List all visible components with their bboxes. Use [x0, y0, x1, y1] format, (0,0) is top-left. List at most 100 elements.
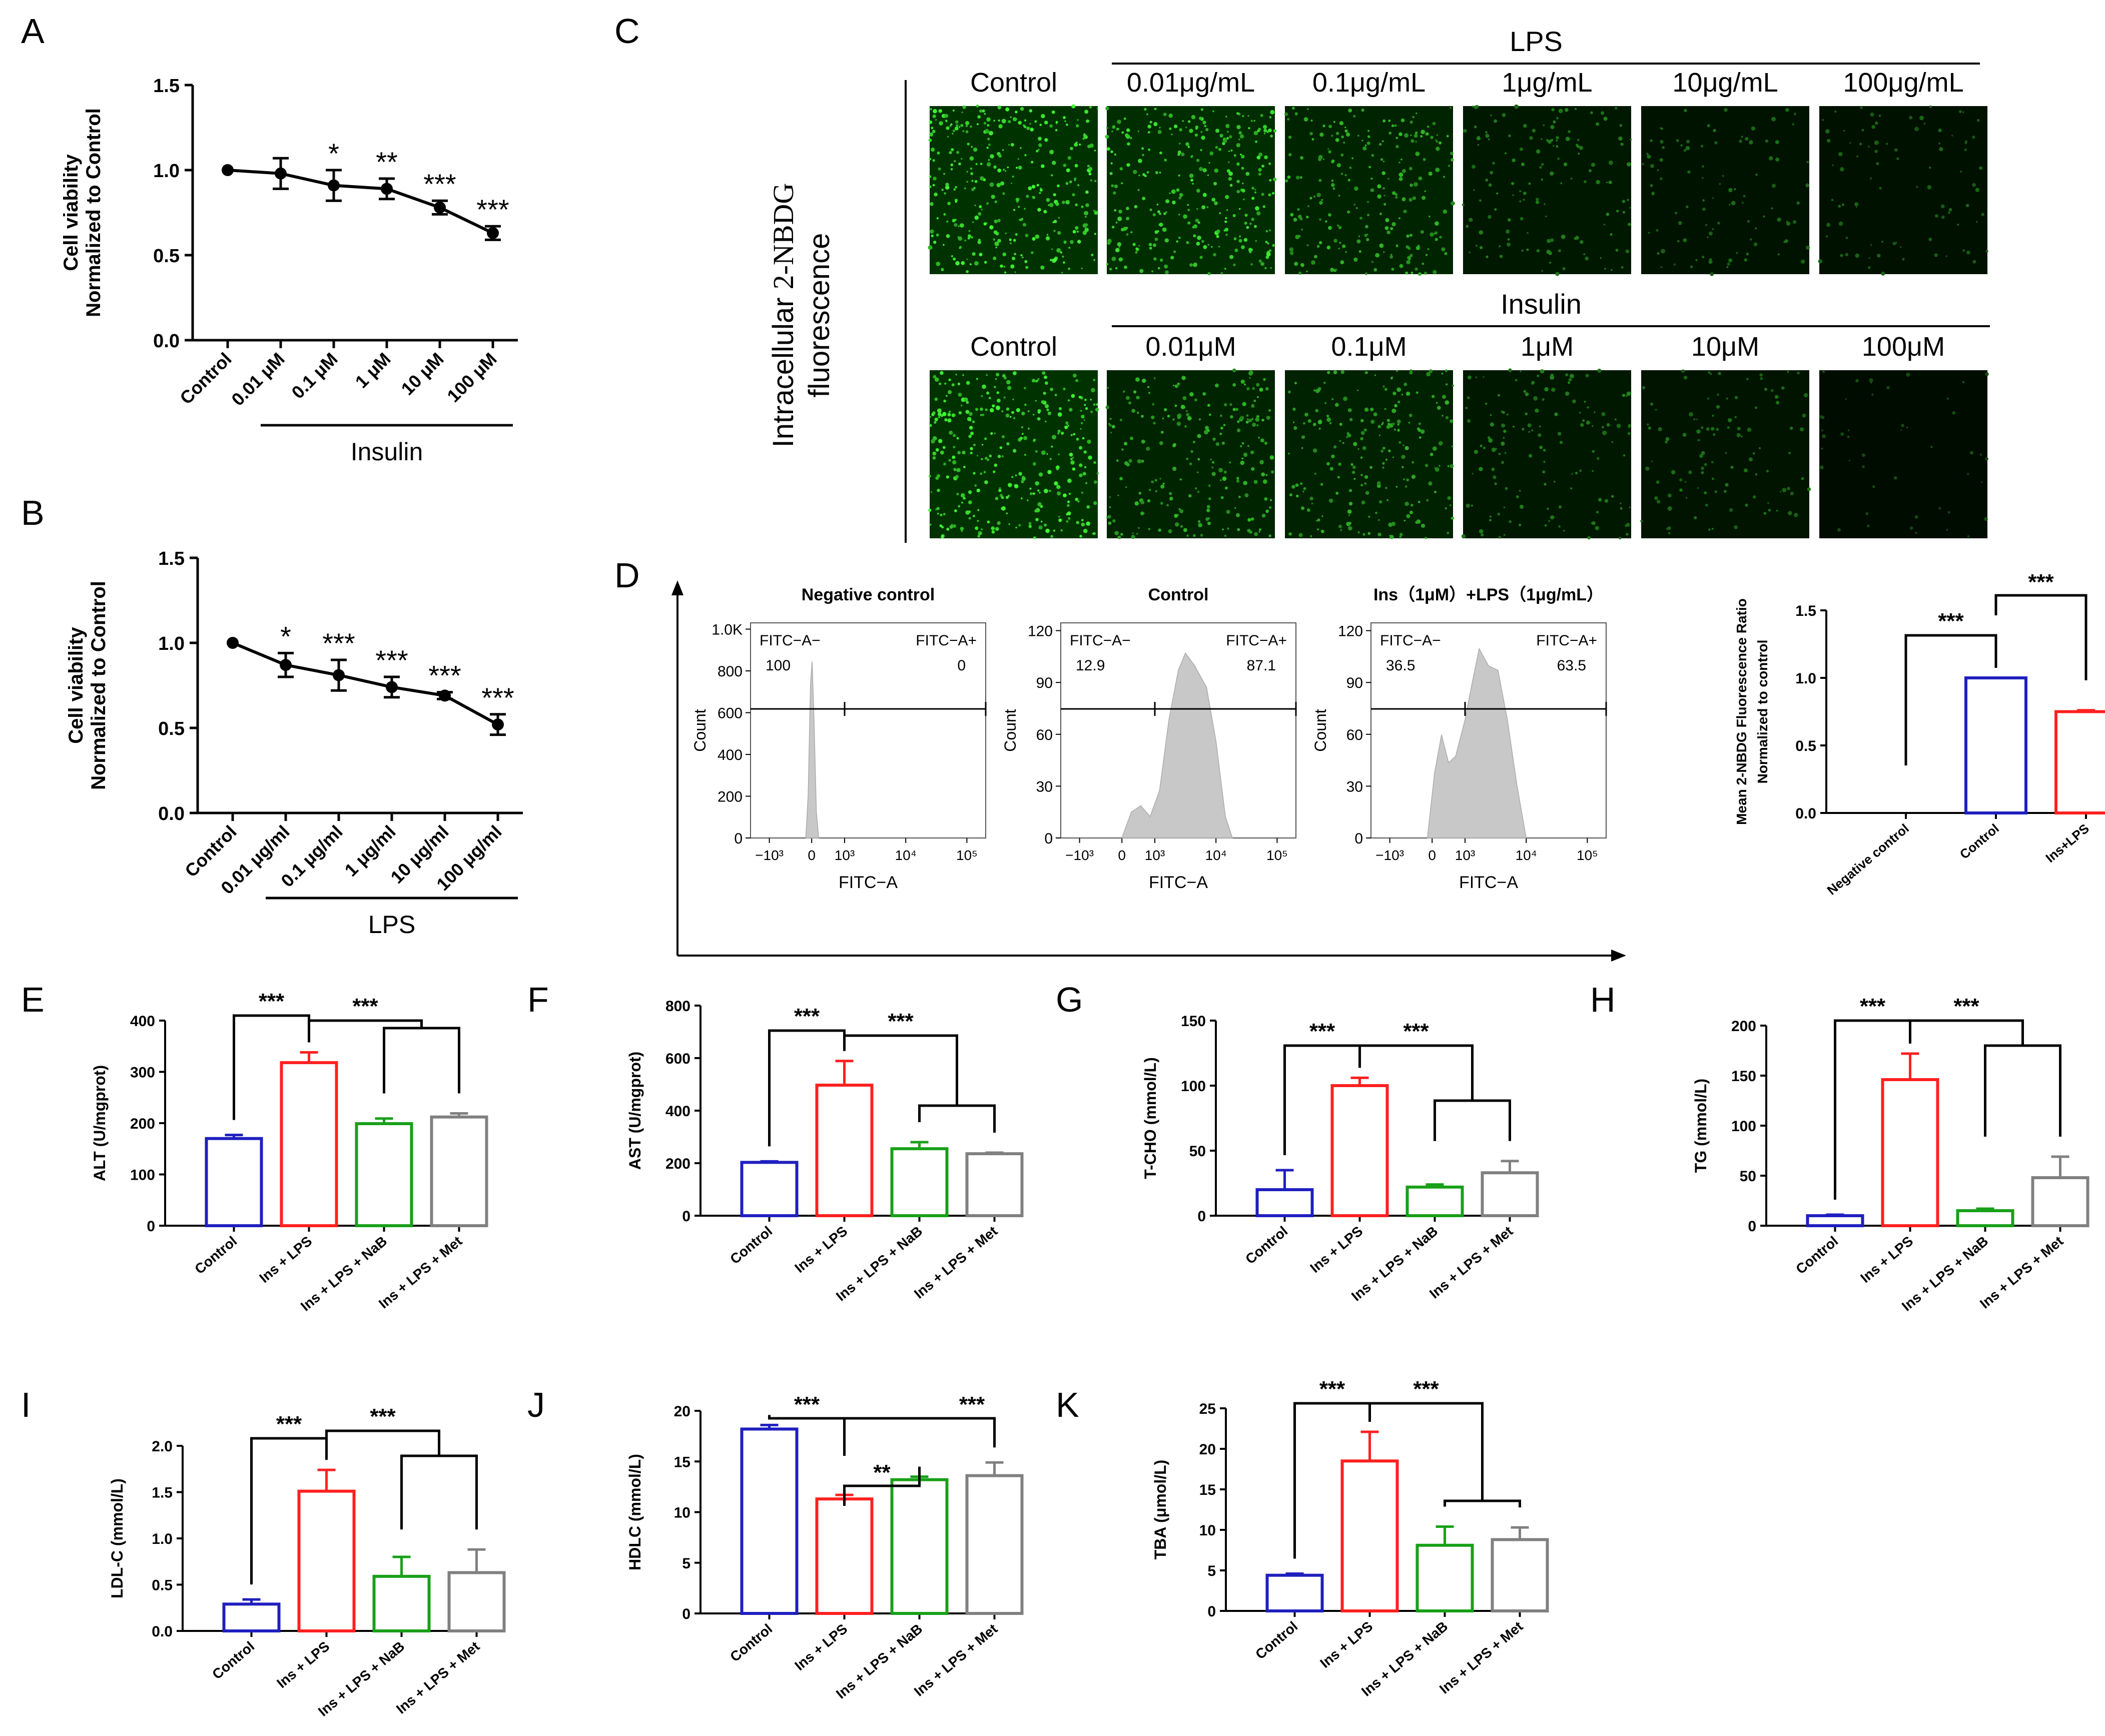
cell-dot	[1233, 237, 1237, 241]
cell-dot	[1092, 533, 1094, 535]
cell-dot	[1250, 450, 1254, 454]
cell-dot	[1946, 529, 1948, 531]
cell-dot	[1712, 228, 1714, 230]
cell-dot	[1590, 111, 1593, 115]
cell-dot	[1579, 412, 1581, 414]
x-tick-label: 10⁴	[1205, 847, 1227, 863]
cell-dot	[1862, 465, 1865, 468]
cell-dot	[935, 476, 939, 480]
cell-dot	[1948, 211, 1950, 214]
cell-dot	[1420, 429, 1425, 434]
cell-dot	[1081, 268, 1083, 269]
cell-dot	[1671, 470, 1676, 475]
cell-dot	[1845, 253, 1849, 257]
cell-dot	[944, 382, 947, 385]
cell-dot	[1565, 373, 1569, 377]
cell-dot	[1520, 147, 1523, 151]
cell-dot	[1000, 181, 1005, 186]
cell-dot	[1001, 410, 1004, 413]
cell-dot	[1546, 250, 1551, 254]
cell-dot	[1541, 163, 1544, 166]
cell-dot	[1705, 224, 1708, 226]
cell-dot	[1729, 204, 1731, 206]
cell-dot	[1531, 429, 1534, 432]
cell-dot	[1229, 255, 1234, 259]
cell-dot	[1972, 136, 1975, 139]
cell-dot	[1046, 198, 1050, 202]
cell-dot	[1307, 419, 1311, 423]
cell-dot	[1178, 196, 1182, 200]
y-tick-label: 5	[1207, 1563, 1216, 1579]
cell-dot	[965, 510, 970, 515]
cell-dot	[955, 373, 957, 376]
cell-dot	[1162, 227, 1167, 232]
cell-dot	[1360, 431, 1365, 435]
cell-dot	[1170, 256, 1174, 260]
x-tick-label: Control	[727, 1223, 775, 1267]
cell-dot	[1172, 200, 1176, 205]
cell-dot	[1919, 116, 1924, 121]
lps-group-title: LPS	[1510, 26, 1563, 57]
cell-dot	[1105, 107, 1109, 111]
cell-dot	[1494, 482, 1497, 485]
cell-dot	[1026, 195, 1029, 198]
cell-dot	[1328, 125, 1332, 129]
cell-dot	[1328, 213, 1331, 217]
cell-dot	[1367, 532, 1370, 535]
gate-positive-label: FITC−A+	[1536, 632, 1597, 649]
cell-dot	[1345, 132, 1350, 137]
x-tick-label: 0	[1428, 847, 1436, 863]
cell-dot	[1260, 262, 1264, 266]
cell-dot	[1472, 165, 1476, 169]
cell-dot	[1508, 218, 1511, 222]
cell-dot	[1010, 116, 1012, 119]
cell-dot	[1584, 180, 1587, 184]
cell-dot	[1036, 184, 1039, 187]
cell-dot	[1007, 386, 1012, 390]
cell-dot	[1405, 501, 1409, 506]
cell-dot	[1520, 370, 1522, 372]
cell-dot	[1213, 253, 1216, 257]
cell-dot	[1037, 208, 1041, 212]
cell-dot	[1367, 130, 1370, 132]
cell-dot	[1236, 162, 1240, 166]
cell-dot	[1289, 247, 1294, 252]
bar	[430, 1115, 488, 1228]
y-tick-label: 120	[1028, 623, 1053, 640]
cell-dot	[1361, 108, 1364, 112]
cell-dot	[1039, 192, 1041, 194]
significance-bracket	[325, 1429, 440, 1456]
histogram-area	[805, 661, 820, 838]
y-tick-label: 0	[1748, 1218, 1756, 1235]
cell-dot	[1033, 536, 1036, 539]
cell-dot	[1346, 432, 1350, 436]
cell-dot	[1191, 115, 1196, 120]
cell-dot	[1519, 490, 1521, 492]
cell-dot	[1114, 209, 1117, 212]
significance-label: ***	[375, 644, 408, 676]
cell-dot	[982, 444, 984, 446]
cell-dot	[1067, 156, 1072, 160]
significance-label: ***	[423, 168, 456, 200]
cell-dot	[1736, 433, 1741, 437]
cell-dot	[1623, 211, 1625, 214]
cell-dot	[1310, 535, 1312, 537]
cell-dot	[960, 223, 964, 228]
cell-dot	[1758, 447, 1761, 450]
cell-dot	[933, 375, 937, 379]
cell-dot	[1063, 240, 1067, 244]
significance-label: ***	[322, 627, 355, 659]
cell-dot	[1967, 473, 1969, 475]
cell-dot	[1373, 412, 1377, 417]
y-tick-label: 120	[1338, 623, 1363, 640]
y-tick-label: 0	[682, 1606, 690, 1622]
cell-dot	[983, 122, 986, 125]
cell-dot	[1138, 245, 1140, 247]
cell-dot	[1069, 409, 1071, 411]
cell-dot	[1046, 234, 1049, 236]
cell-dot	[1406, 478, 1410, 482]
cell-dot	[942, 446, 946, 449]
cell-dot	[1226, 169, 1230, 173]
cell-dot	[1114, 184, 1118, 189]
cell-dot	[931, 234, 934, 238]
